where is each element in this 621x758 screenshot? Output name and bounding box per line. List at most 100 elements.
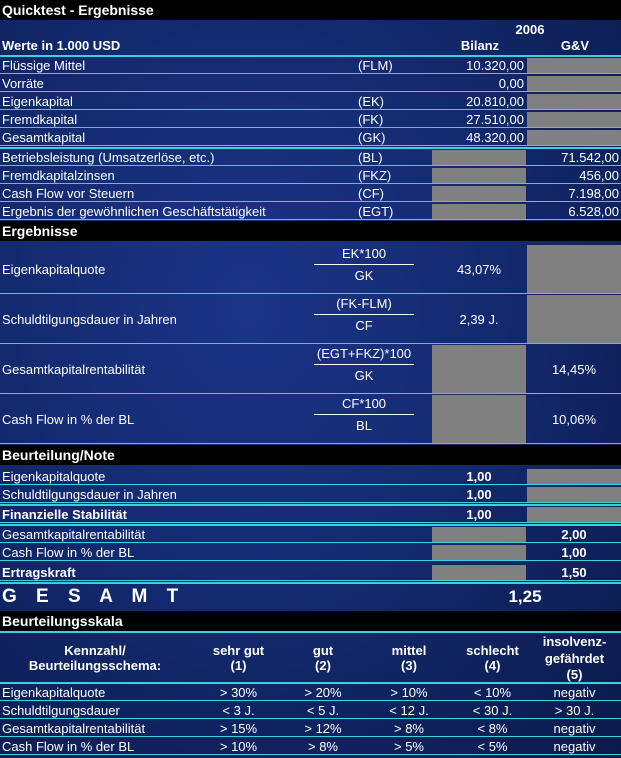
empty-cell: [432, 204, 526, 220]
empty-cell: [527, 469, 621, 485]
divider: [0, 502, 621, 503]
table-row: Cash Flow in % der BL 1,00: [0, 544, 621, 562]
formula-numerator: (FK-FLM): [336, 296, 392, 311]
empty-cell: [527, 58, 621, 74]
row-abbreviation: (GK): [358, 130, 386, 145]
divider: [0, 484, 621, 485]
row-label: Vorräte: [2, 76, 44, 91]
scale-value: > 30%: [219, 685, 258, 700]
divider: [0, 73, 621, 74]
scale-value: < 30 J.: [472, 703, 513, 718]
formula-numerator: EK*100: [341, 246, 387, 261]
bilanz-grade: 1,00: [466, 469, 492, 484]
divider: [0, 631, 621, 633]
divider: [0, 682, 621, 684]
table-row: Eigenkapitalquote > 30% > 20% > 10% < 10% neg…: [0, 684, 621, 702]
formula-bar: [314, 314, 414, 315]
divider: [0, 718, 621, 719]
row-abbreviation: (CF): [358, 186, 384, 201]
table-row: Flüssige Mittel (FLM) 10.320,00: [0, 57, 621, 75]
grade-name: gefährdet: [544, 651, 605, 666]
scale-value: < 5 J.: [306, 703, 340, 718]
scale-value: < 8%: [477, 721, 508, 736]
empty-cell: [527, 130, 621, 146]
scale-value: negativ: [553, 739, 596, 754]
table-row: Gesamtkapital (GK) 48.320,00: [0, 129, 621, 147]
table-row: Gesamtkapitalrentabilität 2,00: [0, 526, 621, 544]
row-abbreviation: (FLM): [358, 58, 393, 73]
grade-number: (5): [566, 667, 583, 682]
table-row: Betriebsleistung (Umsatzerlöse, etc.) (BL…: [0, 149, 621, 167]
divider: [0, 524, 621, 526]
guv-grade: 2,00: [561, 527, 587, 542]
section-ergebnisse-title: Ergebnisse: [2, 223, 78, 239]
empty-cell: [432, 395, 526, 443]
formula-bar: [314, 364, 414, 365]
formula-numerator: CF*100: [341, 396, 387, 411]
scale-value: > 30 J.: [554, 703, 595, 718]
grade-name: mittel: [391, 643, 427, 658]
empty-cell: [527, 507, 621, 523]
divider: [0, 343, 621, 344]
scale-row-label: Schuldtilgungsdauer: [2, 703, 120, 718]
divider: [0, 55, 621, 57]
formula: (EGT+FKZ)*100 GK: [314, 344, 414, 385]
scale-row-label: Cash Flow in % der BL: [2, 739, 135, 754]
table-row: Schuldtilgungsdauer < 3 J. < 5 J. < 12 J. < …: [0, 702, 621, 720]
guv-value: 10,06%: [551, 412, 597, 427]
divider: [0, 127, 621, 128]
scale-value: < 3 J.: [222, 703, 255, 718]
col-guv-header: G&V: [560, 38, 590, 53]
row-abbreviation: (FK): [358, 112, 384, 127]
result-label: Schuldtilgungsdauer in Jahren: [2, 312, 177, 327]
row-label: Finanzielle Stabilität: [2, 507, 127, 522]
scale-header-label: Kennzahl/: [64, 643, 126, 658]
empty-cell: [432, 565, 526, 581]
empty-cell: [527, 94, 621, 110]
row-label: Fremdkapitalzinsen: [2, 168, 115, 183]
empty-cell: [527, 112, 621, 128]
bilanz-grade: 1,00: [466, 507, 492, 522]
divider: [0, 201, 621, 202]
table-row: Fremdkapitalzinsen (FKZ) 456,00: [0, 167, 621, 185]
table-row: Schuldtilgungsdauer in Jahren 1,00: [0, 486, 621, 504]
section-skala-title: Beurteilungsskala: [2, 613, 123, 629]
scale-value: > 12%: [304, 721, 342, 736]
formula-denominator: CF: [355, 318, 373, 333]
divider: [0, 147, 621, 149]
formula-bar: [314, 264, 414, 265]
empty-cell: [432, 186, 526, 202]
scale-value: > 10%: [390, 685, 428, 700]
formula: EK*100 GK: [314, 244, 414, 285]
divider: [0, 582, 621, 584]
table-row: Gesamtkapitalrentabilität > 15% > 12% > 8% <…: [0, 720, 621, 738]
guv-value: 71.542,00: [561, 150, 619, 165]
page-title-text: Quicktest - Ergebnisse: [2, 2, 154, 18]
divider: [0, 542, 621, 543]
grade-name: sehr gut: [212, 643, 265, 658]
section-ergebnisse: Ergebnisse: [0, 221, 621, 241]
guv-value: 14,45%: [551, 362, 597, 377]
divider: [0, 560, 621, 561]
scale-value: < 5%: [477, 739, 508, 754]
formula-denominator: GK: [354, 268, 374, 283]
bilanz-grade: 1,00: [466, 487, 492, 502]
col-bilanz-header: Bilanz: [460, 38, 500, 53]
row-label: Cash Flow vor Steuern: [2, 186, 135, 201]
table-row: Ergebnis der gewöhnlichen Geschäftstätig…: [0, 203, 621, 221]
table-row: Cash Flow in % der BL > 10% > 8% > 5% < 5% ne…: [0, 738, 621, 756]
units-label: Werte in 1.000 USD: [2, 38, 121, 53]
table-row: Ertragskraft 1,50: [0, 564, 621, 582]
divider: [0, 393, 621, 394]
bilanz-value: 0,00: [498, 76, 524, 91]
row-label: Cash Flow in % der BL: [2, 545, 135, 560]
scale-row-label: Gesamtkapitalrentabilität: [2, 721, 146, 736]
section-beurteilung: Beurteilung/Note: [0, 445, 621, 465]
row-abbreviation: (FKZ): [358, 168, 392, 183]
formula-denominator: BL: [356, 418, 372, 433]
divider: [0, 504, 621, 506]
section-skala: Beurteilungsskala: [0, 611, 621, 631]
divider: [0, 700, 621, 701]
table-row: Finanzielle Stabilität 1,00: [0, 506, 621, 524]
table-row: Eigenkapitalquote 1,00: [0, 468, 621, 486]
